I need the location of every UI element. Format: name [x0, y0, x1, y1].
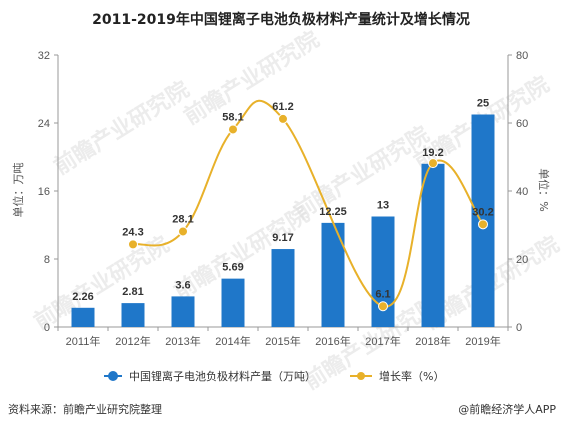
bar-value-label: 19.2 — [422, 147, 443, 159]
x-tick-label: 2015年 — [265, 334, 300, 348]
bar-value-label: 2.81 — [122, 286, 143, 298]
watermark-text: 前瞻产业研究院 — [179, 26, 323, 130]
legend-label-production: 中国锂离子电池负极材料产量（万吨） — [129, 369, 316, 383]
chart-title: 2011-2019年中国锂离子电池负极材料产量统计及增长情况 — [92, 11, 470, 28]
y-axis-left-label: 单位：万吨 — [11, 163, 25, 218]
x-tick-label: 2019年 — [465, 334, 500, 348]
line-value-label: 24.3 — [122, 226, 143, 238]
x-tick-label: 2011年 — [66, 334, 101, 348]
bar[interactable] — [171, 296, 195, 327]
line-value-label: 28.1 — [172, 213, 193, 225]
y-axis-right-label: 单位：% — [537, 168, 551, 211]
y-left-tick-label: 0 — [44, 322, 50, 334]
bar[interactable] — [121, 303, 145, 327]
bar-value-label: 25 — [477, 98, 489, 110]
y-left-tick-label: 16 — [38, 186, 50, 198]
line-point[interactable] — [378, 301, 388, 312]
brand-credit: @前瞻经济学人APP — [458, 402, 556, 416]
line-point[interactable] — [428, 158, 438, 169]
x-tick-label: 2012年 — [115, 334, 150, 348]
watermark-text: 前瞻产业研究院 — [29, 231, 173, 335]
bar[interactable] — [71, 307, 95, 327]
x-tick-label: 2016年 — [315, 334, 350, 348]
bar[interactable] — [321, 222, 345, 327]
watermark-text: 前瞻产业研究院 — [49, 76, 193, 180]
line-point[interactable] — [478, 219, 488, 230]
y-left-tick-label: 32 — [38, 50, 50, 62]
bar-value-label: 3.6 — [175, 279, 190, 291]
bar[interactable] — [271, 249, 295, 327]
y-right-tick-label: 80 — [516, 50, 528, 62]
line-value-label: 61.2 — [272, 101, 293, 113]
legend-bar-marker — [108, 371, 118, 381]
bar-value-label: 5.69 — [222, 262, 243, 274]
line-value-label: 30.2 — [472, 206, 493, 218]
line-point[interactable] — [278, 113, 288, 124]
x-tick-label: 2014年 — [215, 334, 250, 348]
line-point[interactable] — [128, 239, 138, 250]
line-point[interactable] — [178, 226, 188, 237]
y-right-tick-label: 20 — [516, 254, 528, 266]
line-value-label: 58.1 — [222, 111, 243, 123]
line-series — [128, 99, 488, 312]
bar[interactable] — [371, 216, 395, 328]
source-note: 资料来源：前瞻产业研究院整理 — [8, 402, 162, 416]
legend-item-growth[interactable]: 增长率（%） — [350, 369, 444, 383]
y-left-tick-label: 24 — [38, 118, 50, 130]
x-tick-label: 2017年 — [365, 334, 400, 348]
line-point[interactable] — [228, 124, 238, 135]
legend-line-marker — [357, 372, 365, 380]
x-tick-label: 2018年 — [415, 334, 450, 348]
bar-value-label: 2.26 — [72, 291, 93, 303]
line-value-label: 6.1 — [375, 288, 390, 300]
bar[interactable] — [421, 163, 445, 327]
bar-value-label: 13 — [377, 200, 389, 212]
bar-value-label: 12.25 — [319, 206, 347, 218]
x-tick-label: 2013年 — [165, 334, 200, 348]
data-labels: 2.26 2.81 3.6 5.69 9.17 12.25 13 19.2 25 24.3 28.1… — [72, 98, 493, 303]
legend-label-growth: 增长率（%） — [379, 369, 444, 383]
y-right-tick-label: 60 — [516, 118, 528, 130]
legend: 中国锂离子电池负极材料产量（万吨） 增长率（%） — [104, 369, 444, 383]
bar[interactable] — [221, 278, 245, 327]
y-right-tick-label: 0 — [516, 322, 522, 334]
legend-item-production[interactable]: 中国锂离子电池负极材料产量（万吨） — [104, 369, 316, 383]
y-left-tick-label: 8 — [44, 254, 50, 266]
y-right-tick-label: 40 — [516, 186, 528, 198]
bar-value-label: 9.17 — [272, 232, 293, 244]
